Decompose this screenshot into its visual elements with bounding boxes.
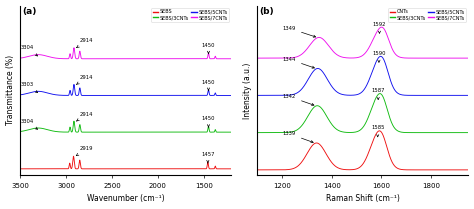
Legend: SEBS, SEBS/3CNTs, SEBS/5CNTs, SEBS/7CNTs: SEBS, SEBS/3CNTs, SEBS/5CNTs, SEBS/7CNTs: [151, 8, 229, 22]
Text: (b): (b): [259, 7, 274, 16]
Y-axis label: Intensity (a.u.): Intensity (a.u.): [243, 62, 252, 119]
Text: 2914: 2914: [77, 112, 93, 121]
Text: 1585: 1585: [371, 125, 384, 137]
Text: 2914: 2914: [77, 38, 93, 48]
Text: 3304: 3304: [21, 119, 37, 129]
X-axis label: Raman Shift (cm⁻¹): Raman Shift (cm⁻¹): [326, 194, 400, 203]
Text: 3303: 3303: [21, 82, 37, 93]
Text: 1450: 1450: [202, 116, 215, 127]
Legend: CNTs, SEBS/3CNTs, SEBS/5CNTs, SEBS/7CNTs: CNTs, SEBS/3CNTs, SEBS/5CNTs, SEBS/7CNTs: [388, 8, 466, 22]
Text: 1590: 1590: [372, 51, 386, 62]
Text: 3304: 3304: [21, 45, 37, 56]
Text: 2914: 2914: [77, 75, 93, 84]
Text: 1450: 1450: [202, 43, 215, 54]
Text: 1587: 1587: [372, 88, 385, 99]
Text: 1349: 1349: [283, 26, 316, 37]
Text: 2919: 2919: [76, 146, 93, 156]
Text: 1339: 1339: [283, 131, 313, 143]
X-axis label: Wavenumber (cm⁻¹): Wavenumber (cm⁻¹): [87, 194, 164, 203]
Y-axis label: Transmittance (%): Transmittance (%): [6, 55, 15, 125]
Text: (a): (a): [22, 7, 36, 16]
Text: 1344: 1344: [283, 57, 314, 68]
Text: 1342: 1342: [283, 94, 314, 106]
Text: 1450: 1450: [202, 80, 215, 90]
Text: 1592: 1592: [373, 22, 386, 33]
Text: 1457: 1457: [201, 152, 215, 163]
